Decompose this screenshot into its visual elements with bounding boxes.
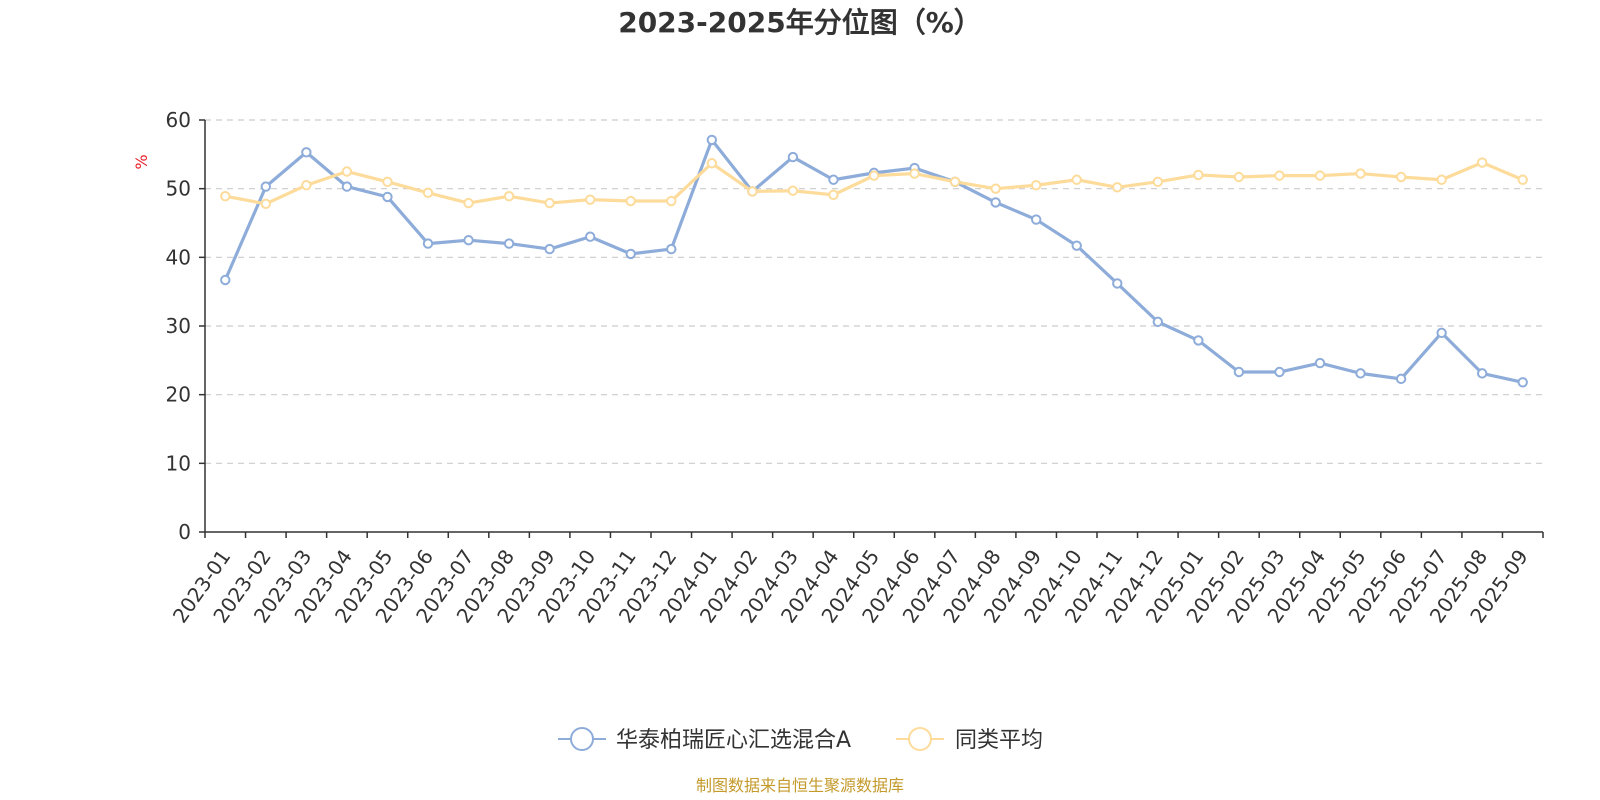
data-point[interactable] — [868, 170, 880, 181]
data-point[interactable] — [544, 243, 555, 255]
data-point[interactable] — [544, 197, 555, 209]
data-point[interactable] — [1517, 377, 1528, 388]
data-point[interactable] — [1517, 174, 1528, 185]
data-point[interactable] — [422, 187, 434, 198]
y-tick-label: 50 — [166, 177, 191, 201]
data-point[interactable] — [666, 195, 677, 207]
data-point[interactable] — [1030, 214, 1042, 225]
data-point[interactable] — [1314, 357, 1326, 369]
data-point[interactable] — [1233, 171, 1245, 183]
series-layer — [220, 134, 1528, 388]
y-tick-label: 20 — [166, 383, 191, 407]
data-point[interactable] — [1476, 368, 1488, 379]
data-point[interactable] — [625, 248, 636, 260]
data-point[interactable] — [1274, 366, 1285, 378]
data-point[interactable] — [382, 176, 393, 188]
y-axis-label: % — [132, 154, 151, 169]
data-point[interactable] — [1112, 182, 1123, 193]
legend-marker — [570, 727, 594, 751]
data-point[interactable] — [787, 185, 799, 196]
data-point[interactable] — [463, 197, 474, 209]
data-point[interactable] — [1193, 169, 1204, 181]
data-point[interactable] — [990, 183, 1001, 194]
data-point[interactable] — [301, 147, 312, 158]
data-point[interactable] — [1030, 180, 1042, 191]
data-point[interactable] — [220, 191, 231, 202]
data-point[interactable] — [828, 189, 839, 201]
legend-marker — [908, 727, 932, 751]
legend-item-1[interactable]: 同类平均 — [896, 727, 1043, 753]
chart-title: 2023-2025年分位图（%） — [618, 6, 982, 39]
legend[interactable]: 华泰柏瑞匠心汇选混合A 同类平均 — [558, 727, 1043, 753]
grid-lines — [205, 119, 1543, 464]
legend-label: 华泰柏瑞匠心汇选混合A — [616, 728, 851, 753]
data-point[interactable] — [787, 151, 799, 163]
legend-item-0[interactable]: 华泰柏瑞匠心汇选混合A — [558, 727, 851, 753]
data-point[interactable] — [382, 191, 393, 203]
data-point[interactable] — [625, 195, 636, 207]
data-point[interactable] — [1071, 174, 1082, 185]
data-point[interactable] — [422, 238, 434, 249]
data-point[interactable] — [990, 197, 1001, 208]
data-point[interactable] — [1152, 176, 1164, 188]
data-point[interactable] — [1233, 366, 1245, 378]
data-point[interactable] — [1071, 240, 1082, 251]
series-1-points — [220, 157, 1528, 209]
data-point[interactable] — [706, 134, 718, 146]
y-tick-label: 0 — [178, 520, 191, 544]
data-point[interactable] — [584, 231, 596, 242]
data-point[interactable] — [909, 168, 920, 179]
data-point[interactable] — [1274, 170, 1285, 181]
y-tick-label: 30 — [166, 314, 191, 338]
data-point[interactable] — [1395, 171, 1407, 183]
data-point[interactable] — [1436, 174, 1447, 185]
legend-label: 同类平均 — [955, 728, 1043, 753]
data-point[interactable] — [666, 243, 677, 255]
data-point[interactable] — [220, 274, 231, 286]
data-point[interactable] — [301, 180, 312, 191]
data-point[interactable] — [1476, 157, 1488, 168]
data-point[interactable] — [341, 181, 353, 192]
data-point[interactable] — [1395, 373, 1407, 385]
data-point[interactable] — [1436, 327, 1447, 339]
data-point[interactable] — [828, 174, 839, 185]
data-point[interactable] — [503, 191, 515, 202]
data-point[interactable] — [503, 238, 515, 249]
data-point[interactable] — [1152, 316, 1164, 328]
data-point[interactable] — [949, 176, 961, 188]
data-point[interactable] — [1355, 168, 1366, 179]
data-point[interactable] — [706, 158, 718, 169]
data-point[interactable] — [1112, 278, 1123, 289]
source-note: 制图数据来自恒生聚源数据库 — [696, 776, 904, 795]
y-tick-label: 40 — [166, 245, 191, 269]
data-point[interactable] — [260, 181, 272, 192]
data-point[interactable] — [584, 194, 596, 205]
y-tick-label: 60 — [166, 108, 191, 132]
data-point[interactable] — [341, 166, 353, 177]
data-point[interactable] — [1193, 335, 1204, 346]
data-point[interactable] — [747, 186, 758, 197]
data-point[interactable] — [260, 198, 272, 209]
data-point[interactable] — [463, 234, 474, 246]
y-tick-label: 10 — [166, 451, 191, 475]
data-point[interactable] — [1355, 368, 1366, 379]
data-point[interactable] — [1314, 170, 1326, 181]
